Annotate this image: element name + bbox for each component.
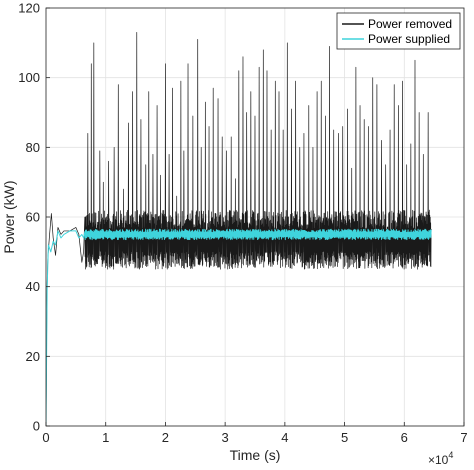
y-tick-label-4: 80 — [26, 140, 40, 155]
x-axis-multiplier: ×104 — [428, 450, 453, 467]
x-tick-label-7: 7 — [460, 430, 467, 445]
y-tick-label-3: 60 — [26, 210, 40, 225]
y-tick-label-5: 100 — [18, 70, 40, 85]
x-tick-label-6: 6 — [401, 430, 408, 445]
x-tick-label-3: 3 — [222, 430, 229, 445]
x-tick-label-5: 5 — [341, 430, 348, 445]
x-tick-label-0: 0 — [42, 430, 49, 445]
legend-box — [336, 12, 461, 50]
y-tick-label-1: 20 — [26, 349, 40, 364]
y-tick-label-2: 40 — [26, 279, 40, 294]
legend: Power removed Power supplied — [336, 12, 461, 50]
x-tick-label-1: 1 — [102, 430, 109, 445]
x-axis-label: Time (s) — [230, 447, 281, 463]
legend-label-power-supplied: Power supplied — [368, 32, 450, 46]
y-axis-label: Power (kW) — [1, 180, 17, 253]
y-tick-label-0: 0 — [33, 419, 40, 434]
series-1 — [46, 228, 432, 426]
series-layer — [46, 32, 432, 426]
legend-label-power-removed: Power removed — [368, 17, 452, 31]
series-line-0 — [46, 32, 432, 426]
series-0 — [46, 32, 432, 426]
y-tick-label-6: 120 — [18, 1, 40, 16]
x-axis-multiplier-exponent: 4 — [448, 450, 453, 460]
series-line-1 — [46, 228, 432, 426]
x-tick-label-4: 4 — [281, 430, 288, 445]
x-tick-label-2: 2 — [162, 430, 169, 445]
x-axis-multiplier-base: ×10 — [428, 453, 449, 467]
ticks: 0 1 2 3 4 5 6 7 0 20 40 60 80 100 120 — [18, 1, 467, 446]
